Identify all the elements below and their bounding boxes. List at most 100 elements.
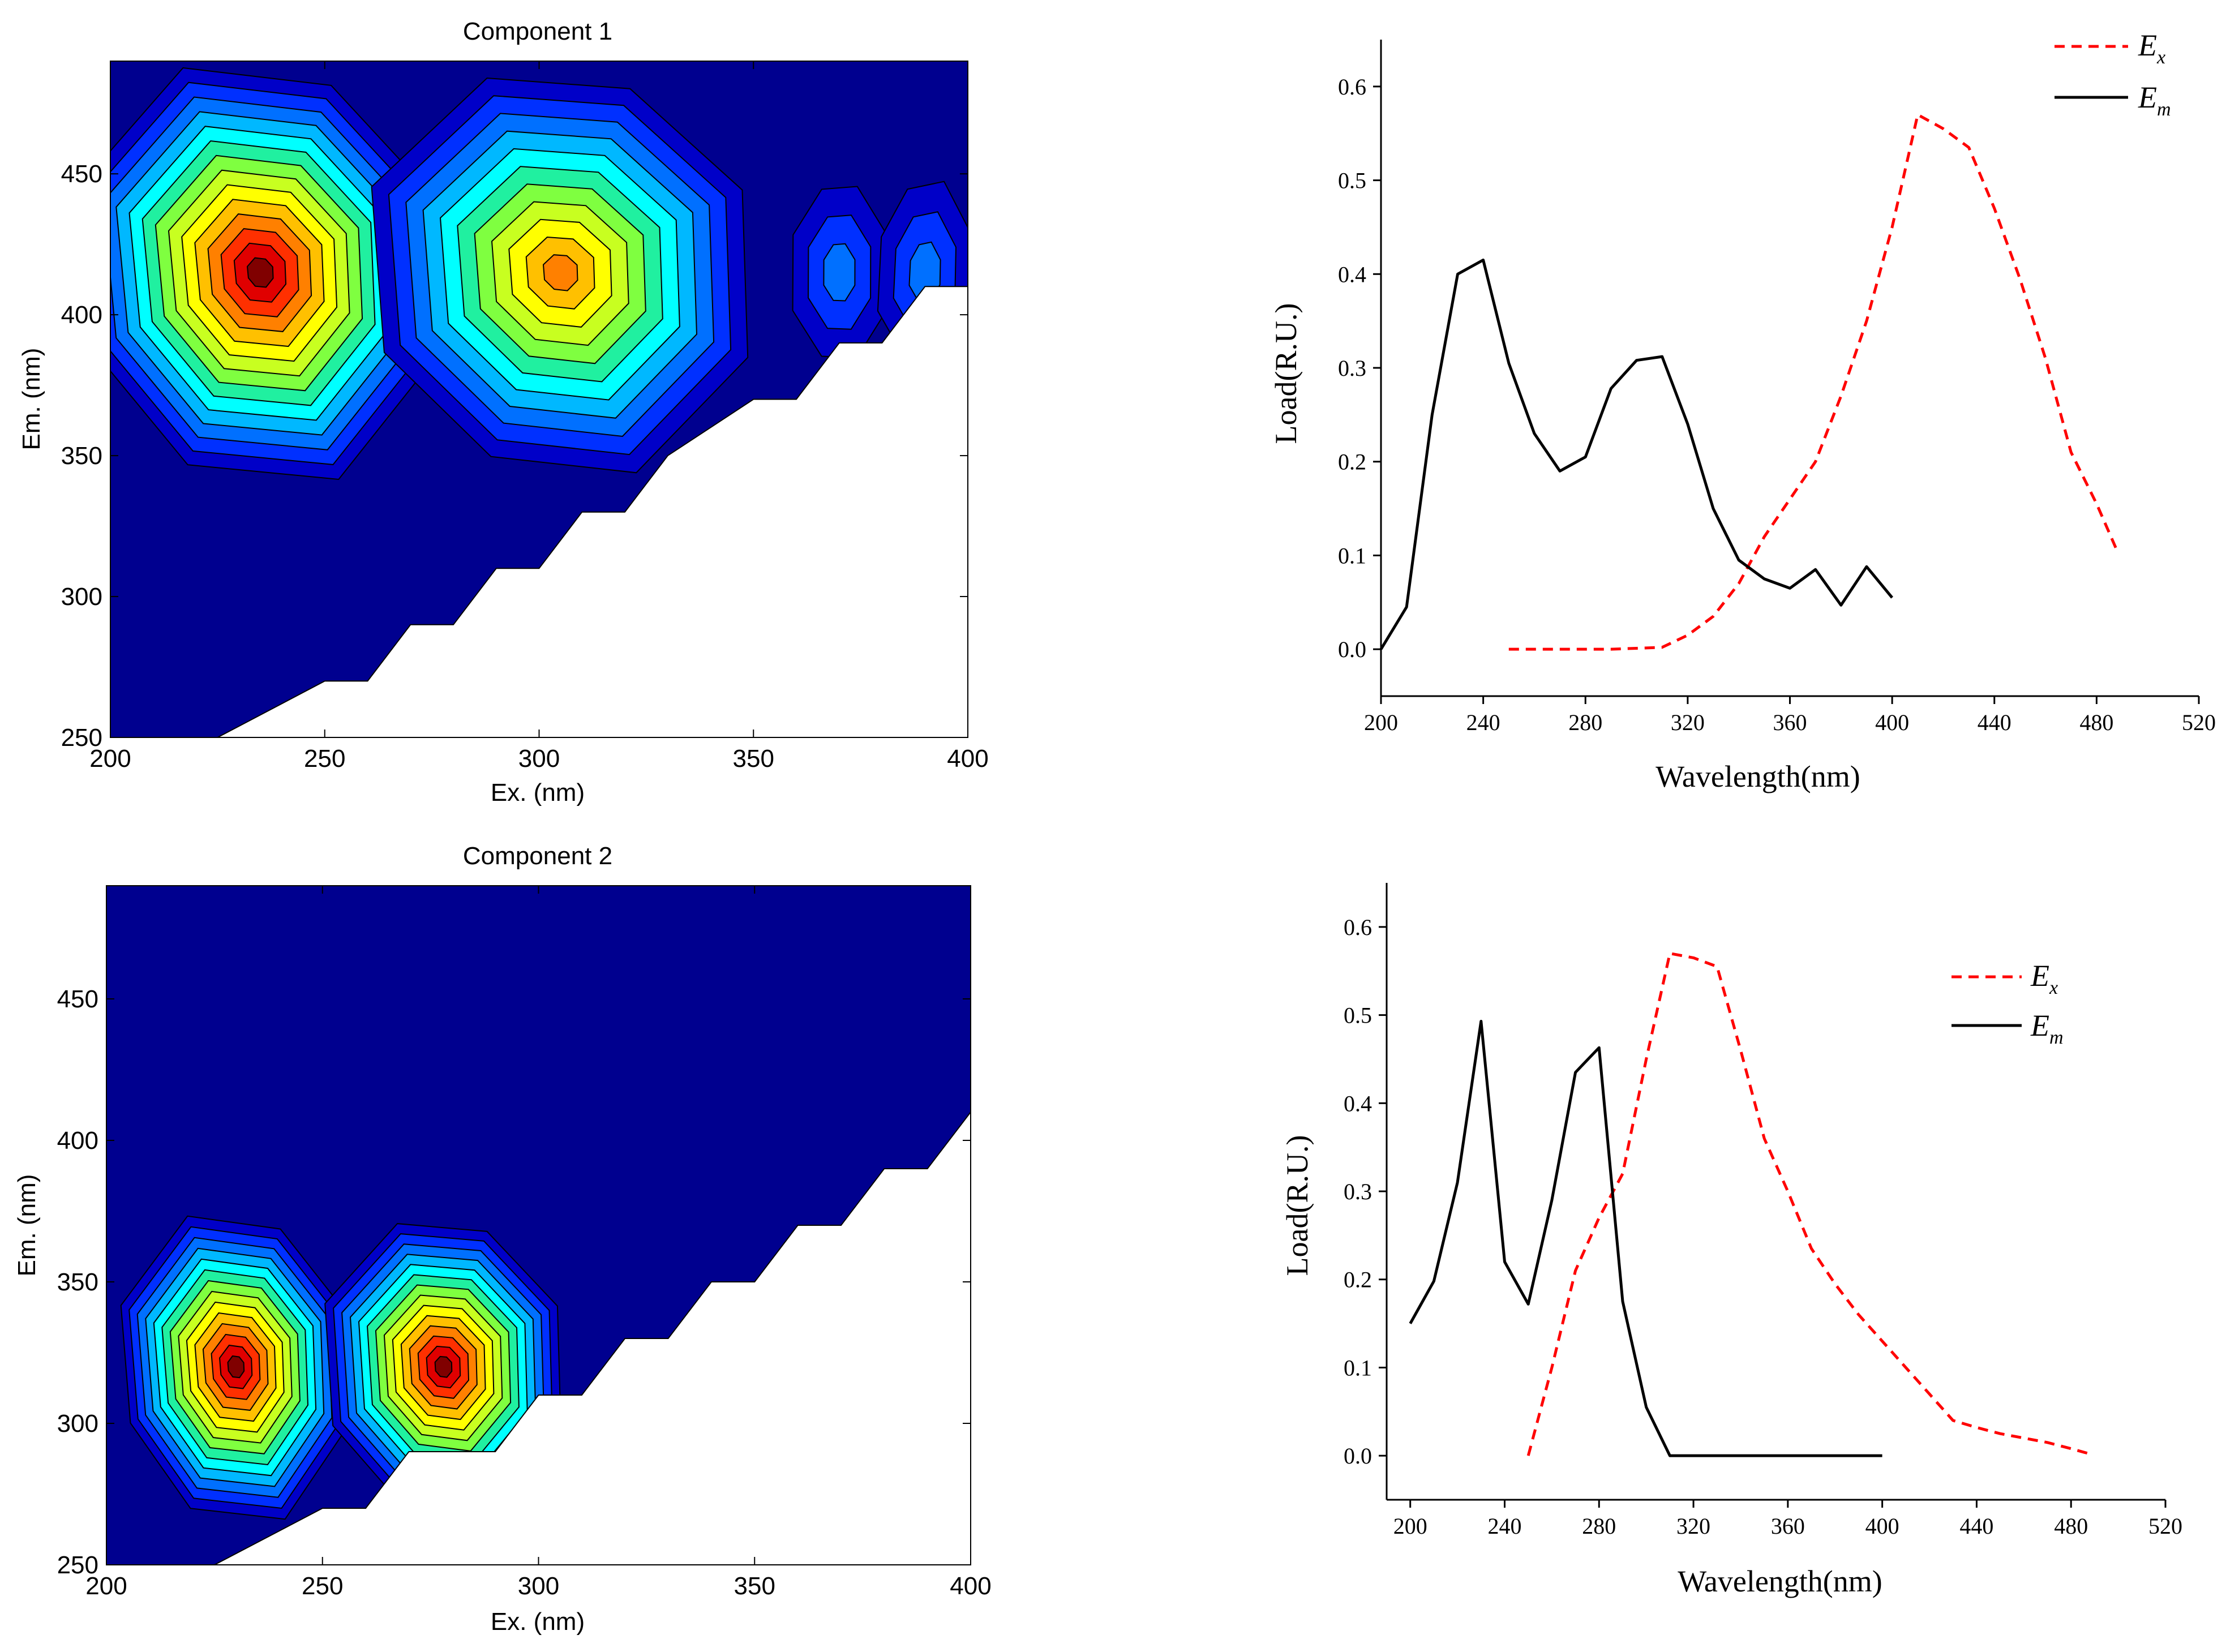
contour-2-xtick-label: 200 bbox=[85, 1572, 127, 1600]
contour-1-title: Component 1 bbox=[463, 18, 612, 45]
contour-2-peak-1-level-14 bbox=[227, 1355, 245, 1379]
contour-1-ytick-label: 400 bbox=[61, 301, 102, 329]
line-2-xtick-label: 320 bbox=[1676, 1513, 1710, 1539]
contour-1-xtick-label: 200 bbox=[89, 745, 131, 773]
legend-2-em-base: E bbox=[2030, 1009, 2049, 1042]
line-1-xtick-label: 280 bbox=[1568, 710, 1602, 735]
contour-2-ytick-label: 300 bbox=[57, 1410, 98, 1438]
line-1-xtick-label: 360 bbox=[1773, 710, 1807, 735]
line-1-ytick-label: 0.5 bbox=[1338, 168, 1366, 194]
contour-1-xtick-label: 300 bbox=[518, 745, 560, 773]
loading-panel-1: 200 240 280 320 360 400 440 480 520 0.0 0.1 0.2 0.3 0… bbox=[1269, 28, 2216, 793]
contour-1-ytick-label: 300 bbox=[61, 583, 102, 611]
contour-2-xtick-label: 350 bbox=[734, 1572, 775, 1600]
line-2-ytick-label: 0.4 bbox=[1344, 1091, 1372, 1116]
line-2-ytick-label: 0.2 bbox=[1344, 1267, 1372, 1293]
contour-2-unmeasured-region bbox=[213, 1112, 971, 1565]
contour-2-ytick-label: 350 bbox=[57, 1268, 98, 1296]
line-2-xtick-label: 360 bbox=[1771, 1513, 1805, 1539]
contour-2-xlabel: Ex. (nm) bbox=[491, 1608, 585, 1636]
contour-1-ytick-label: 350 bbox=[61, 442, 102, 470]
contour-1-ytick-label: 250 bbox=[61, 724, 102, 752]
line-1-series-ex bbox=[1508, 113, 2118, 651]
legend-1-em-label: Em bbox=[2138, 80, 2171, 120]
line-1-xtick-label: 240 bbox=[1466, 710, 1500, 735]
legend-1-em-base: E bbox=[2138, 80, 2157, 114]
line-2-series bbox=[1409, 952, 2091, 1457]
contour-1-ytick-label: 450 bbox=[61, 160, 102, 188]
line-1-ytick-label: 0.3 bbox=[1338, 355, 1366, 381]
line-2-xtick-label: 200 bbox=[1393, 1513, 1427, 1539]
legend-1-ex-sub: x bbox=[2156, 47, 2165, 68]
line-1-xtick-label: 200 bbox=[1364, 710, 1398, 735]
line-1-series bbox=[1379, 113, 2118, 651]
legend-1-ex-base: E bbox=[2138, 28, 2157, 62]
line-1-ytick-label: 0.4 bbox=[1338, 261, 1366, 287]
line-1-series-em bbox=[1379, 258, 1894, 650]
line-2-xtick-label: 520 bbox=[2148, 1513, 2182, 1539]
line-2-ytick-label: 0.6 bbox=[1344, 915, 1372, 940]
line-2-xlabel: Wavelength(nm) bbox=[1678, 1564, 1882, 1598]
contour-panel-1: Component 1 200 250 300 350 4002503003504004… bbox=[18, 18, 989, 806]
line-1-ytick-label: 0.6 bbox=[1338, 74, 1366, 100]
contour-1-levels bbox=[110, 61, 968, 737]
legend-1-ex-label: Ex bbox=[2138, 28, 2165, 68]
line-2-series-em bbox=[1409, 1020, 1882, 1457]
contour-1-xtick-label: 350 bbox=[733, 745, 774, 773]
legend-1-em-sub: m bbox=[2157, 99, 2171, 120]
contour-1-plot-area bbox=[110, 61, 968, 737]
line-2-ytick-label: 0.1 bbox=[1344, 1355, 1372, 1380]
line-2-xtick-label: 400 bbox=[1865, 1513, 1899, 1539]
contour-2-xtick-label: 300 bbox=[518, 1572, 559, 1600]
line-2-ylabel: Load(R.U.) bbox=[1280, 1135, 1314, 1276]
line-2-series-ex bbox=[1526, 952, 2091, 1456]
line-2-axes: 200 240 280 320 360 400 440 480 520 0.0 0.1 0.2 0.3 0… bbox=[1344, 883, 2182, 1539]
contour-2-ylabel: Em. (nm) bbox=[13, 1174, 41, 1277]
contour-2-ytick-label: 250 bbox=[57, 1551, 98, 1579]
line-1-legend: Ex Em bbox=[2055, 28, 2171, 120]
line-1-xtick-label: 440 bbox=[1978, 710, 2011, 735]
line-2-xtick-label: 240 bbox=[1487, 1513, 1521, 1539]
contour-1-unmeasured-region bbox=[217, 286, 968, 737]
line-1-xtick-label: 400 bbox=[1875, 710, 1909, 735]
line-1-axes: 200 240 280 320 360 400 440 480 520 0.0 0.1 0.2 0.3 0… bbox=[1338, 40, 2216, 735]
contour-1-xtick-label: 250 bbox=[304, 745, 345, 773]
contour-2-plot-area bbox=[106, 886, 971, 1565]
contour-2-title: Component 2 bbox=[463, 842, 612, 870]
legend-2-ex-base: E bbox=[2030, 959, 2049, 993]
line-2-xtick-label: 440 bbox=[1959, 1513, 1993, 1539]
line-1-xtick-label: 520 bbox=[2182, 710, 2216, 735]
line-2-ytick-label: 0.3 bbox=[1344, 1179, 1372, 1204]
line-1-xtick-label: 320 bbox=[1671, 710, 1705, 735]
line-2-ytick-label: 0.5 bbox=[1344, 1003, 1372, 1028]
contour-1-peak-1-level-14 bbox=[246, 257, 274, 288]
line-1-ytick-label: 0.2 bbox=[1338, 449, 1366, 475]
line-1-xtick-label: 480 bbox=[2079, 710, 2113, 735]
contour-2-ytick-label: 400 bbox=[57, 1127, 98, 1155]
line-2-xtick-label: 480 bbox=[2054, 1513, 2088, 1539]
line-2-ytick-label: 0.0 bbox=[1344, 1443, 1372, 1469]
legend-2-em-label: Em bbox=[2030, 1009, 2064, 1048]
contour-1-xtick-label: 400 bbox=[947, 745, 988, 773]
contour-1-ylabel: Em. (nm) bbox=[18, 348, 45, 450]
line-1-ytick-label: 0.0 bbox=[1338, 637, 1366, 662]
loading-panel-2: 200 240 280 320 360 400 440 480 520 0.0 0.1 0.2 0.3 0… bbox=[1280, 883, 2182, 1598]
line-1-ylabel: Load(R.U.) bbox=[1269, 303, 1303, 444]
legend-2-ex-label: Ex bbox=[2030, 959, 2058, 998]
contour-1-peak-3-level-3 bbox=[823, 243, 856, 302]
contour-2-ytick-label: 450 bbox=[57, 985, 98, 1013]
contour-2-xtick-label: 400 bbox=[950, 1572, 991, 1600]
contour-1-xlabel: Ex. (nm) bbox=[491, 779, 585, 806]
line-2-legend: Ex Em bbox=[1951, 959, 2064, 1048]
line-1-xlabel: Wavelength(nm) bbox=[1655, 760, 1860, 793]
legend-2-ex-sub: x bbox=[2049, 977, 2058, 998]
contour-1-peak-2-level-11 bbox=[542, 254, 578, 291]
line-2-xtick-label: 280 bbox=[1582, 1513, 1616, 1539]
contour-panel-2: Component 2 200 250 300 350 4002503003504004… bbox=[13, 842, 992, 1636]
contour-2-xtick-label: 250 bbox=[302, 1572, 343, 1600]
legend-2-em-sub: m bbox=[2049, 1027, 2064, 1048]
line-1-ytick-label: 0.1 bbox=[1338, 543, 1366, 568]
